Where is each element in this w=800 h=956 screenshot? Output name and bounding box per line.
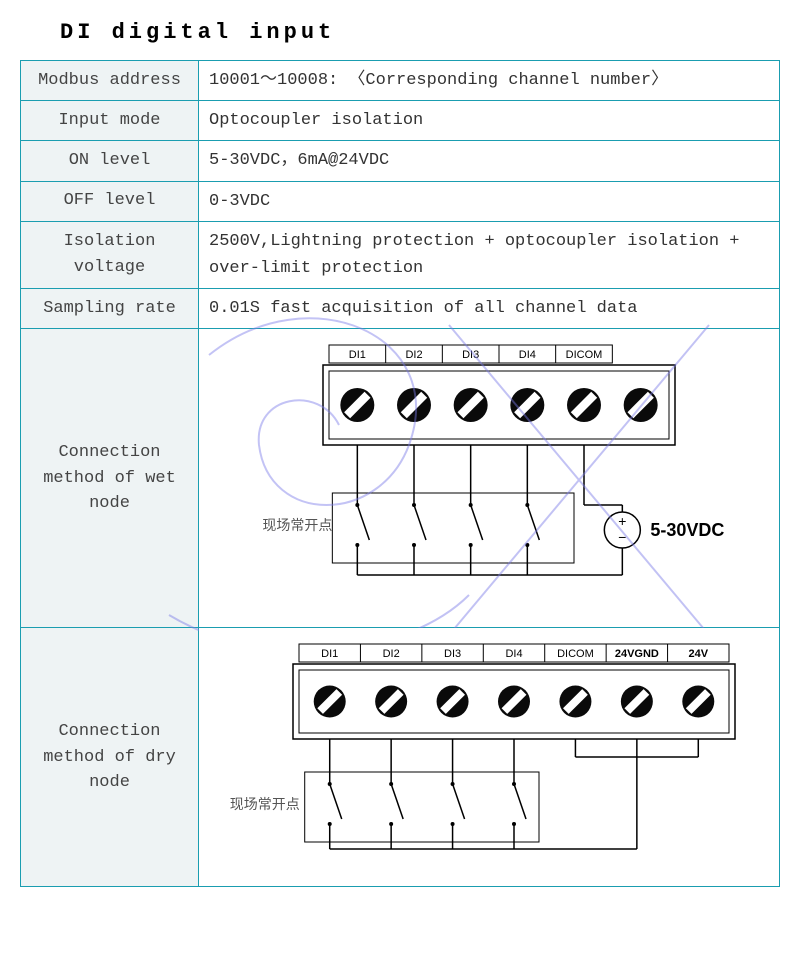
svg-text:24VGND: 24VGND xyxy=(615,648,659,660)
dry-node-row: Connection method of dry node DI1DI2DI3D… xyxy=(21,628,780,887)
dry-node-diagram: DI1 DI2 DI3 DI4 DICOM 24VGND 24V 现场常开点 xyxy=(199,628,780,887)
svg-text:−: − xyxy=(618,531,626,547)
row-value: 0-3VDC xyxy=(199,181,780,221)
wet-node-label: Connection method of wet node xyxy=(21,329,199,628)
svg-text:24V: 24V xyxy=(688,648,708,660)
dry-node-label: Connection method of dry node xyxy=(21,628,199,887)
wet-wiring-svg: DI1 DI2 DI3 DI4 DICOM +− 现场常开点 5-30VDC xyxy=(209,335,769,615)
table-row: Sampling rate 0.01S fast acquisition of … xyxy=(21,289,780,329)
row-label: OFF level xyxy=(21,181,199,221)
table-row: ON level 5-30VDC，6mA@24VDC xyxy=(21,141,780,181)
wet-node-diagram: DI1 DI2 DI3 DI4 DICOM +− 现场常开点 5-30VDC xyxy=(199,329,780,628)
svg-text:DI1: DI1 xyxy=(321,648,338,660)
svg-text:DI4: DI4 xyxy=(519,349,536,361)
svg-text:现场常开点: 现场常开点 xyxy=(262,518,332,535)
row-value: 2500V,Lightning protection + optocoupler… xyxy=(199,221,780,288)
spec-table: Modbus address 10001～10008: 〈Correspondi… xyxy=(20,60,780,887)
row-label: Input mode xyxy=(21,101,199,141)
svg-text:DI3: DI3 xyxy=(444,648,461,660)
svg-text:DICOM: DICOM xyxy=(566,349,603,361)
svg-text:现场常开点: 现场常开点 xyxy=(230,797,300,814)
row-label: Sampling rate xyxy=(21,289,199,329)
svg-text:DI2: DI2 xyxy=(405,349,422,361)
row-value: 10001～10008: 〈Corresponding channel numb… xyxy=(199,61,780,101)
table-row: OFF level 0-3VDC xyxy=(21,181,780,221)
table-row: Input mode Optocoupler isolation xyxy=(21,101,780,141)
row-label: Isolation voltage xyxy=(21,221,199,288)
svg-text:DI3: DI3 xyxy=(462,349,479,361)
row-label: Modbus address xyxy=(21,61,199,101)
row-value: 0.01S fast acquisition of all channel da… xyxy=(199,289,780,329)
row-value: Optocoupler isolation xyxy=(199,101,780,141)
dry-wiring-svg: DI1 DI2 DI3 DI4 DICOM 24VGND 24V 现场常开点 xyxy=(209,634,769,874)
svg-text:DI2: DI2 xyxy=(383,648,400,660)
svg-text:DI1: DI1 xyxy=(349,349,366,361)
svg-text:DI4: DI4 xyxy=(505,648,522,660)
page-title: DI digital input xyxy=(60,20,780,45)
row-label: ON level xyxy=(21,141,199,181)
svg-text:+: + xyxy=(618,515,626,531)
svg-text:DICOM: DICOM xyxy=(557,648,594,660)
table-row: Modbus address 10001～10008: 〈Correspondi… xyxy=(21,61,780,101)
row-value: 5-30VDC，6mA@24VDC xyxy=(199,141,780,181)
wet-node-row: Connection method of wet node DI1DI2DI3D… xyxy=(21,329,780,628)
table-row: Isolation voltage 2500V,Lightning protec… xyxy=(21,221,780,288)
svg-text:5-30VDC: 5-30VDC xyxy=(650,520,724,540)
